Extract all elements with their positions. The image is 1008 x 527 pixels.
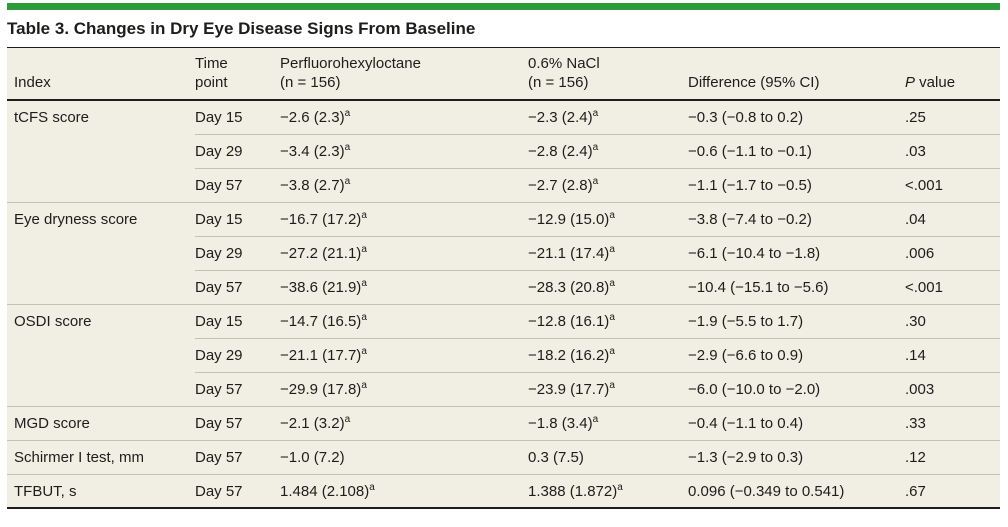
- cell-difference: −0.4 (−1.1 to 0.4): [688, 405, 905, 441]
- cell-index: TFBUT, s: [7, 473, 195, 509]
- cell-index: tCFS score: [7, 99, 195, 203]
- cell-p-value: .25: [905, 99, 1000, 135]
- header-drug-line1: Perfluorohexyloctane: [280, 55, 421, 72]
- table-row: Day 29 −3.4 (2.3)a −2.8 (2.4)a −0.6 (−1.1 t…: [7, 133, 1000, 169]
- table-row: Day 57 −3.8 (2.7)a −2.7 (2.8)a −1.1 (−1.7 t…: [7, 167, 1000, 203]
- cell-time-point: Day 15: [195, 303, 280, 339]
- cell-p-value: .30: [905, 303, 1000, 339]
- cell-time-point: Day 57: [195, 439, 280, 475]
- cell-difference: −6.1 (−10.4 to −1.8): [688, 235, 905, 271]
- cell-index: Eye dryness score: [7, 201, 195, 305]
- cell-nacl: −28.3 (20.8)a: [528, 269, 688, 305]
- table-row: Day 57 −38.6 (21.9)a −28.3 (20.8)a −10.4 (−…: [7, 269, 1000, 305]
- cell-nacl: −18.2 (16.2)a: [528, 337, 688, 373]
- cell-nacl: −1.8 (3.4)a: [528, 405, 688, 441]
- header-row: Index Time point Perfluorohexyloctane (n…: [7, 47, 1000, 102]
- cell-time-point: Day 29: [195, 235, 280, 271]
- cell-index: Schirmer I test, mm: [7, 439, 195, 475]
- cell-time-point: Day 29: [195, 133, 280, 169]
- cell-perfluorohexyloctane: 1.484 (2.108)a: [280, 473, 528, 509]
- table-title: Table 3. Changes in Dry Eye Disease Sign…: [7, 19, 476, 38]
- cell-p-value: .12: [905, 439, 1000, 475]
- table-row: Day 29 −27.2 (21.1)a −21.1 (17.4)a −6.1 (−1…: [7, 235, 1000, 271]
- cell-perfluorohexyloctane: −14.7 (16.5)a: [280, 303, 528, 339]
- cell-p-value: .14: [905, 337, 1000, 373]
- table-row: Schirmer I test, mm Day 57 −1.0 (7.2) 0.3 (…: [7, 439, 1000, 475]
- table-row: Day 57 −29.9 (17.8)a −23.9 (17.7)a −6.0 (−1…: [7, 371, 1000, 407]
- table-row: Day 29 −21.1 (17.7)a −18.2 (16.2)a −2.9 (−6…: [7, 337, 1000, 373]
- cell-p-value: <.001: [905, 269, 1000, 305]
- header-time-line1: Time: [195, 55, 228, 72]
- cell-nacl: 1.388 (1.872)a: [528, 473, 688, 509]
- table-row: OSDI score Day 15 −14.7 (16.5)a −12.8 (16.1…: [7, 303, 1000, 407]
- column-header-index: Index: [7, 47, 195, 102]
- cell-time-point: Day 57: [195, 473, 280, 509]
- header-drug-line2: (n = 156): [280, 74, 341, 92]
- cell-p-value: .04: [905, 201, 1000, 237]
- cell-perfluorohexyloctane: −16.7 (17.2)a: [280, 201, 528, 237]
- column-header-p-value: P value: [905, 47, 1000, 102]
- cell-perfluorohexyloctane: −1.0 (7.2): [280, 439, 528, 475]
- column-header-difference: Difference (95% CI): [688, 47, 905, 102]
- cell-difference: 0.096 (−0.349 to 0.541): [688, 473, 905, 509]
- table-accent-bar: [7, 3, 1000, 10]
- cell-perfluorohexyloctane: −27.2 (21.1)a: [280, 235, 528, 271]
- table-row: tCFS score Day 15 −2.6 (2.3)a −2.3 (2.4)a −0…: [7, 99, 1000, 203]
- cell-time-point: Day 29: [195, 337, 280, 373]
- cell-nacl: −12.8 (16.1)a: [528, 303, 688, 339]
- cell-difference: −1.3 (−2.9 to 0.3): [688, 439, 905, 475]
- cell-time-point: Day 15: [195, 99, 280, 135]
- cell-difference: −0.3 (−0.8 to 0.2): [688, 99, 905, 135]
- cell-nacl: 0.3 (7.5): [528, 439, 688, 475]
- cell-difference: −2.9 (−6.6 to 0.9): [688, 337, 905, 373]
- cell-difference: −0.6 (−1.1 to −0.1): [688, 133, 905, 169]
- cell-perfluorohexyloctane: −3.8 (2.7)a: [280, 167, 528, 203]
- cell-index: OSDI score: [7, 303, 195, 407]
- cell-nacl: −2.7 (2.8)a: [528, 167, 688, 203]
- cell-time-point: Day 57: [195, 371, 280, 407]
- cell-time-point: Day 57: [195, 167, 280, 203]
- table-row: MGD score Day 57 −2.1 (3.2)a −1.8 (3.4)a −0.…: [7, 405, 1000, 441]
- cell-difference: −10.4 (−15.1 to −5.6): [688, 269, 905, 305]
- cell-time-point: Day 15: [195, 201, 280, 237]
- cell-nacl: −2.8 (2.4)a: [528, 133, 688, 169]
- cell-index: MGD score: [7, 405, 195, 441]
- cell-perfluorohexyloctane: −29.9 (17.8)a: [280, 371, 528, 407]
- column-header-nacl: 0.6% NaCl (n = 156): [528, 47, 688, 102]
- cell-perfluorohexyloctane: −21.1 (17.7)a: [280, 337, 528, 373]
- header-p-rest: value: [915, 74, 956, 92]
- table-row: TFBUT, s Day 57 1.484 (2.108)a 1.388 (1.872…: [7, 473, 1000, 509]
- column-header-time-point: Time point: [195, 47, 280, 102]
- cell-p-value: .003: [905, 371, 1000, 407]
- cell-difference: −1.1 (−1.7 to −0.5): [688, 167, 905, 203]
- cell-p-value: .006: [905, 235, 1000, 271]
- cell-nacl: −23.9 (17.7)a: [528, 371, 688, 407]
- header-time-line2: point: [195, 74, 228, 92]
- cell-perfluorohexyloctane: −2.6 (2.3)a: [280, 99, 528, 135]
- table-body: tCFS score Day 15 −2.6 (2.3)a −2.3 (2.4)a −0…: [7, 99, 1000, 509]
- cell-nacl: −21.1 (17.4)a: [528, 235, 688, 271]
- cell-nacl: −2.3 (2.4)a: [528, 99, 688, 135]
- column-header-perfluorohexyloctane: Perfluorohexyloctane (n = 156): [280, 47, 528, 102]
- data-table: Index Time point Perfluorohexyloctane (n…: [7, 47, 1000, 510]
- cell-p-value: .03: [905, 133, 1000, 169]
- header-p-italic: P: [905, 74, 916, 92]
- cell-difference: −6.0 (−10.0 to −2.0): [688, 371, 905, 407]
- table-panel: Table 3. Changes in Dry Eye Disease Sign…: [7, 3, 1000, 510]
- cell-difference: −1.9 (−5.5 to 1.7): [688, 303, 905, 339]
- cell-perfluorohexyloctane: −3.4 (2.3)a: [280, 133, 528, 169]
- cell-p-value: <.001: [905, 167, 1000, 203]
- header-nacl-line1: 0.6% NaCl: [528, 55, 600, 72]
- table-header: Index Time point Perfluorohexyloctane (n…: [7, 47, 1000, 102]
- table-row: Eye dryness score Day 15 −16.7 (17.2)a −12.…: [7, 201, 1000, 305]
- header-nacl-line2: (n = 156): [528, 74, 589, 92]
- cell-time-point: Day 57: [195, 405, 280, 441]
- cell-perfluorohexyloctane: −38.6 (21.9)a: [280, 269, 528, 305]
- cell-perfluorohexyloctane: −2.1 (3.2)a: [280, 405, 528, 441]
- cell-p-value: .67: [905, 473, 1000, 509]
- cell-nacl: −12.9 (15.0)a: [528, 201, 688, 237]
- cell-difference: −3.8 (−7.4 to −0.2): [688, 201, 905, 237]
- cell-p-value: .33: [905, 405, 1000, 441]
- cell-time-point: Day 57: [195, 269, 280, 305]
